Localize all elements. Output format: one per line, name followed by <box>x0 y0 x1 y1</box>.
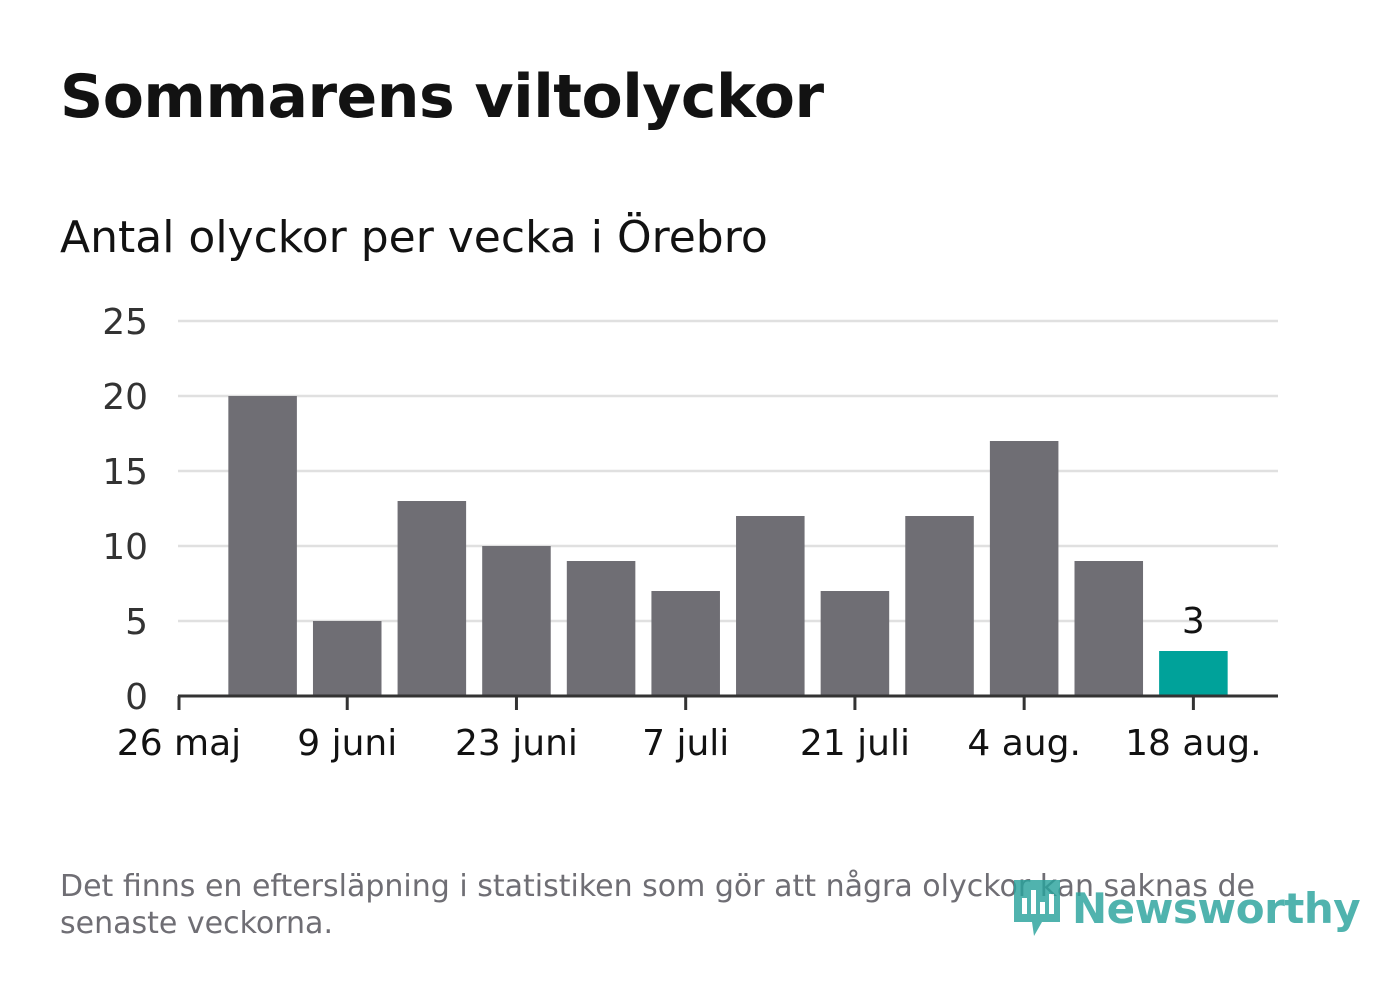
bar <box>736 516 805 696</box>
newsworthy-bar-chart-icon <box>1014 880 1060 936</box>
x-tick-label: 26 maj <box>117 723 241 764</box>
y-tick-label: 0 <box>125 677 148 718</box>
bar <box>989 441 1059 696</box>
x-tick-label: 7 juli <box>642 723 729 764</box>
y-tick-label: 20 <box>102 377 148 418</box>
y-tick-label: 10 <box>102 527 148 568</box>
bar <box>312 621 382 696</box>
bar <box>820 591 890 696</box>
data-label: 3 <box>1182 601 1205 642</box>
bar <box>651 591 720 696</box>
y-tick-label: 25 <box>102 302 148 343</box>
bar <box>228 396 297 696</box>
newsworthy-logo: Newsworthy <box>1012 876 1361 940</box>
y-tick-label: 15 <box>102 452 148 493</box>
x-tick-label: 9 juni <box>297 723 397 764</box>
x-tick-label: 4 aug. <box>967 723 1081 764</box>
x-tick-label: 18 aug. <box>1125 723 1261 764</box>
logo-text: Newsworthy <box>1072 883 1361 933</box>
x-tick-label: 21 juli <box>800 723 910 764</box>
bar-highlight <box>1159 651 1228 696</box>
bar <box>905 516 974 696</box>
chart-title: Sommarens viltolyckor <box>60 62 824 132</box>
x-tick-label: 23 juni <box>455 723 578 764</box>
bar <box>566 561 636 696</box>
y-tick-label: 5 <box>125 602 148 643</box>
chart-subtitle: Antal olyckor per vecka i Örebro <box>60 212 768 263</box>
bar <box>1074 561 1144 696</box>
bar <box>482 546 551 696</box>
bar <box>397 501 467 696</box>
